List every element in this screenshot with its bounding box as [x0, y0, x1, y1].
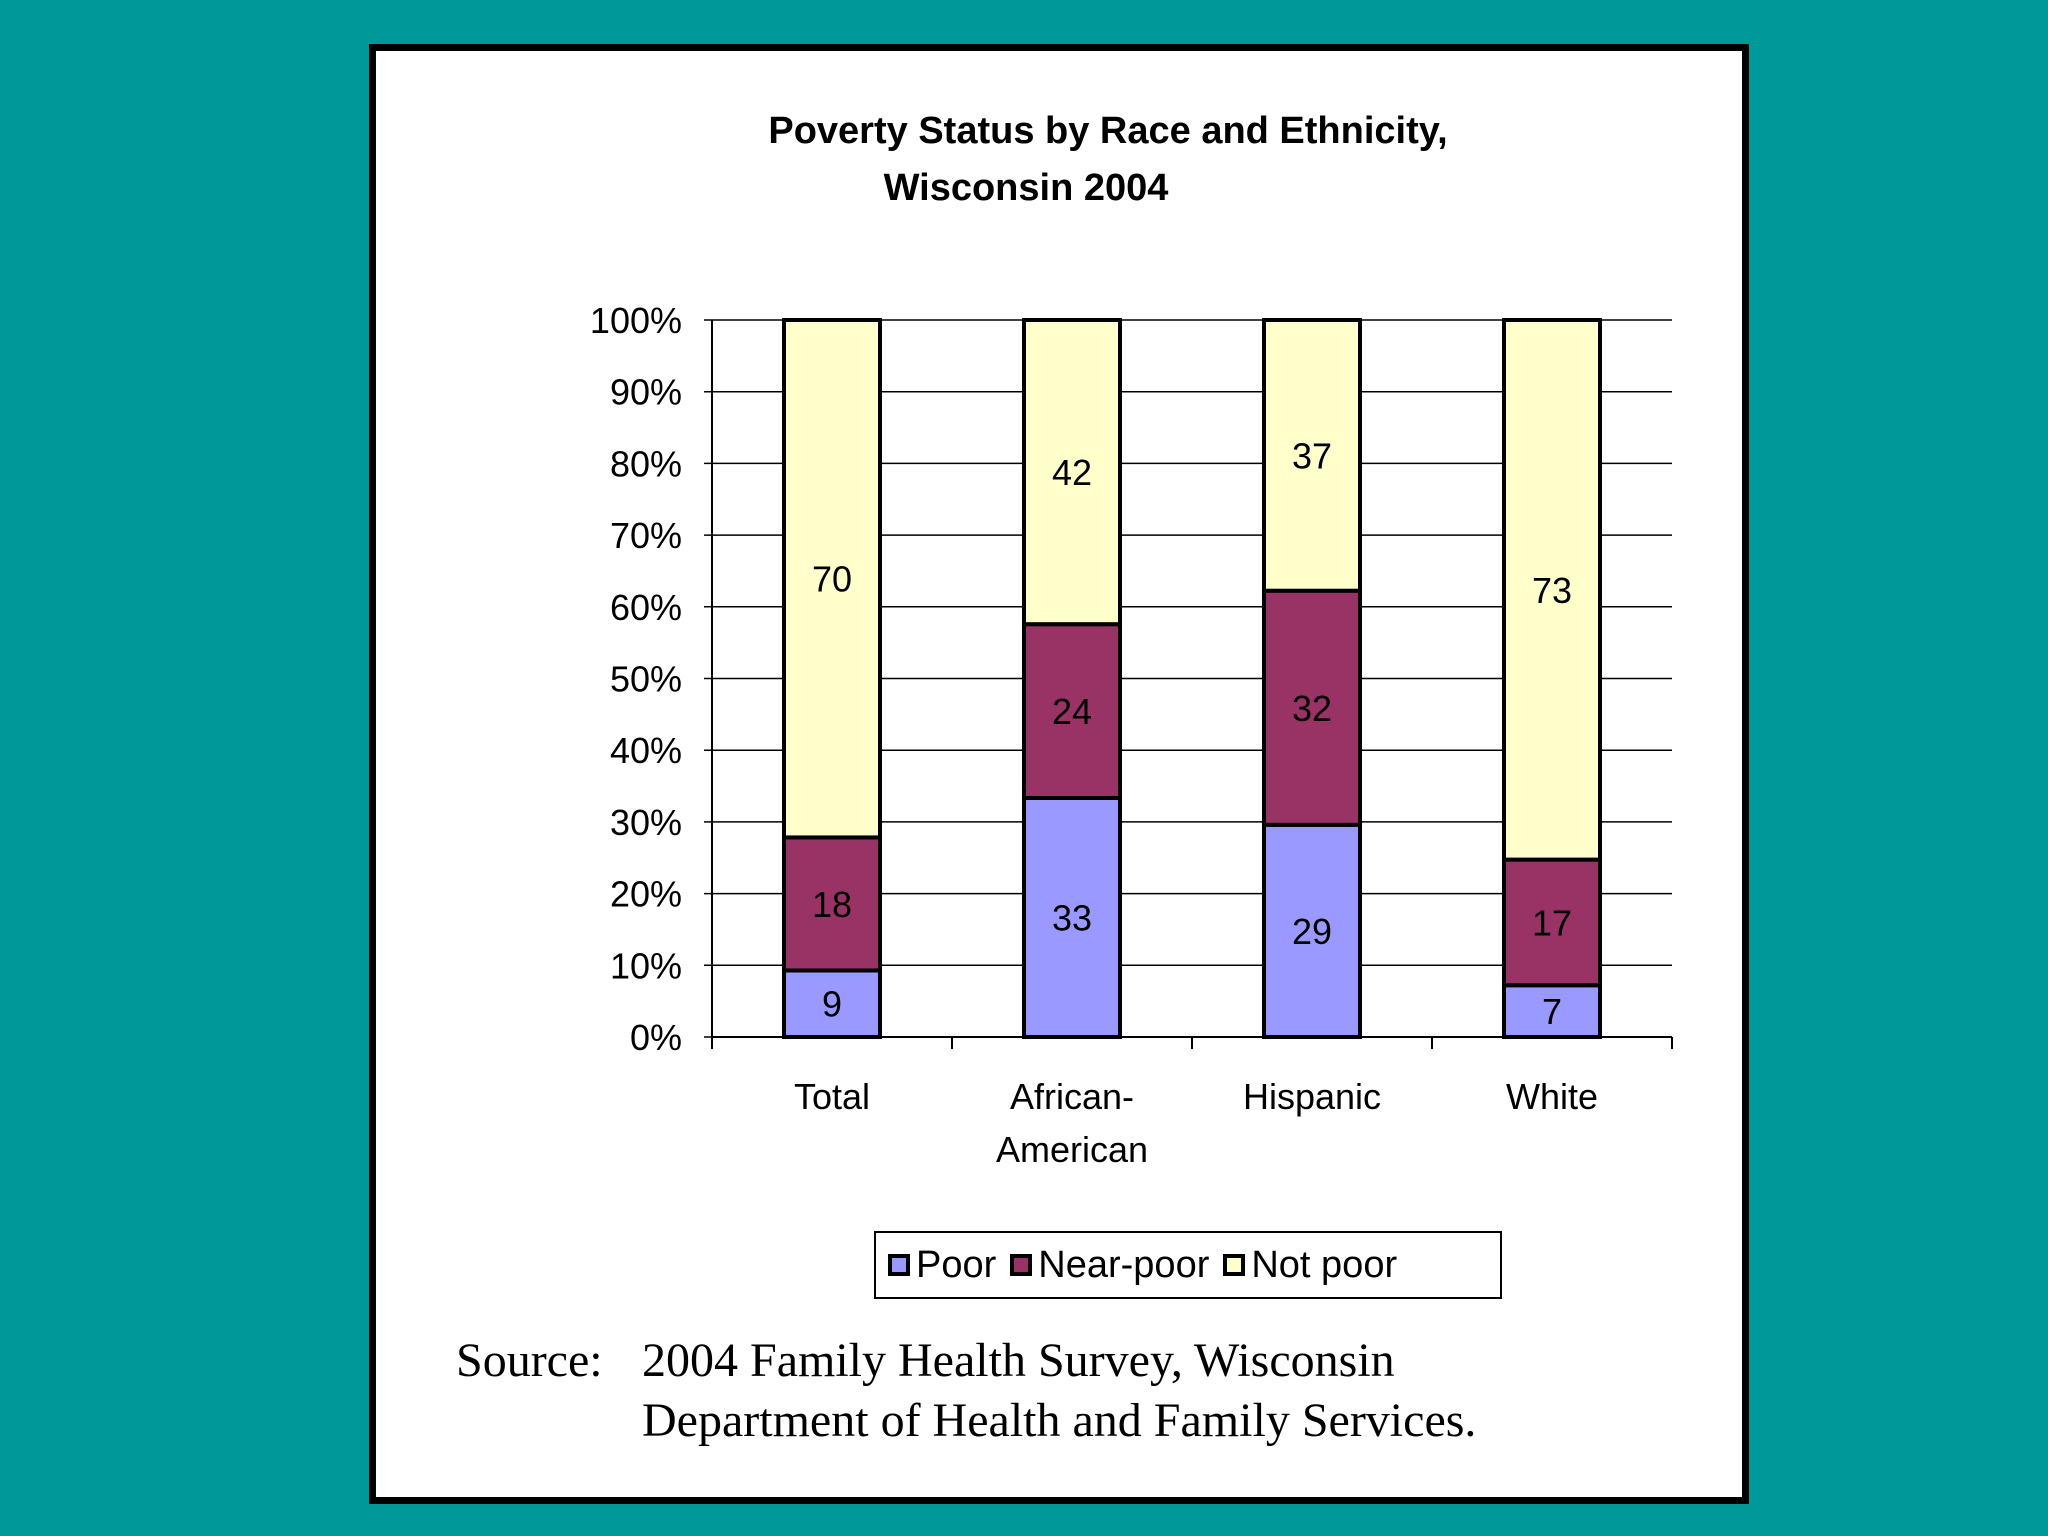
y-tick-label: 90% [610, 372, 682, 413]
y-tick-label: 70% [610, 515, 682, 556]
chart-title-line-1: Poverty Status by Race and Ethnicity, [768, 110, 1448, 152]
y-tick-label: 20% [610, 874, 682, 915]
data-label: 37 [1292, 435, 1332, 476]
data-label: 73 [1532, 570, 1572, 611]
y-tick-label: 40% [610, 730, 682, 771]
x-tick-label: Total [794, 1076, 870, 1117]
chart-title-line-2: Wisconsin 2004 [883, 167, 1169, 209]
legend-swatch-not-poor [1223, 1254, 1246, 1276]
source-line-2: Department of Health and Family Services… [642, 1394, 1477, 1447]
bar-segment-near-poor [1262, 588, 1362, 827]
y-tick-label: 10% [610, 945, 682, 986]
y-tick-label: 0% [630, 1017, 682, 1058]
legend-label-not-poor: Not poor [1251, 1243, 1398, 1286]
data-label: 18 [812, 884, 852, 925]
source-text: 2004 Family Health Survey, Wisconsin Dep… [642, 1331, 1476, 1451]
chart-panel: Poverty Status by Race and Ethnicity, Wi… [369, 44, 1749, 1504]
y-tick-label: 80% [610, 443, 682, 484]
legend-label-near-poor: Near-poor [1038, 1243, 1210, 1286]
data-label: 24 [1052, 691, 1092, 732]
x-tick-label: American [996, 1129, 1148, 1170]
x-tick-label: African- [1010, 1076, 1134, 1117]
data-label: 9 [822, 984, 842, 1025]
legend-item-near-poor: Near-poor [1010, 1244, 1209, 1287]
data-label: 70 [812, 559, 852, 600]
x-tick-label: Hispanic [1243, 1076, 1381, 1117]
bar-segment-not-poor [1262, 318, 1362, 593]
legend-item-not-poor: Not poor [1223, 1244, 1397, 1287]
x-tick-label: White [1506, 1076, 1598, 1117]
legend-item-poor: Poor [888, 1244, 996, 1287]
bar-segment-not-poor [1022, 318, 1122, 627]
y-tick-label: 100% [590, 300, 682, 341]
bar-segment-near-poor [782, 835, 882, 973]
chart-title: Poverty Status by Race and Ethnicity, Wi… [376, 103, 1756, 217]
data-label: 42 [1052, 452, 1092, 493]
source-note: Source: 2004 Family Health Survey, Wisco… [456, 1331, 1476, 1451]
data-label: 32 [1292, 688, 1332, 729]
bar-segment-poor [1262, 822, 1362, 1039]
data-label: 29 [1292, 911, 1332, 952]
legend-swatch-poor [888, 1254, 910, 1276]
source-line-1: 2004 Family Health Survey, Wisconsin [642, 1334, 1395, 1387]
source-label: Source: [456, 1334, 603, 1387]
data-label: 7 [1542, 991, 1562, 1032]
legend-swatch-near-poor [1010, 1254, 1033, 1276]
data-label: 33 [1052, 898, 1092, 939]
y-tick-label: 60% [610, 587, 682, 628]
bar-segment-poor [782, 968, 882, 1040]
chart-legend: Poor Near-poor Not poor [874, 1231, 1502, 1299]
data-label: 17 [1532, 902, 1572, 943]
legend-label-poor: Poor [916, 1243, 997, 1286]
y-tick-label: 50% [610, 659, 682, 700]
bar-segment-not-poor [782, 318, 882, 840]
bar-segment-not-poor [1502, 318, 1602, 862]
bar-segment-poor [1502, 983, 1602, 1040]
y-tick-label: 30% [610, 802, 682, 843]
stacked-bar-chart: 0% 10% 20% 30% 40% 50% 60% 70% 80% 90% 100% 9 18 70 To… [590, 300, 1673, 1170]
